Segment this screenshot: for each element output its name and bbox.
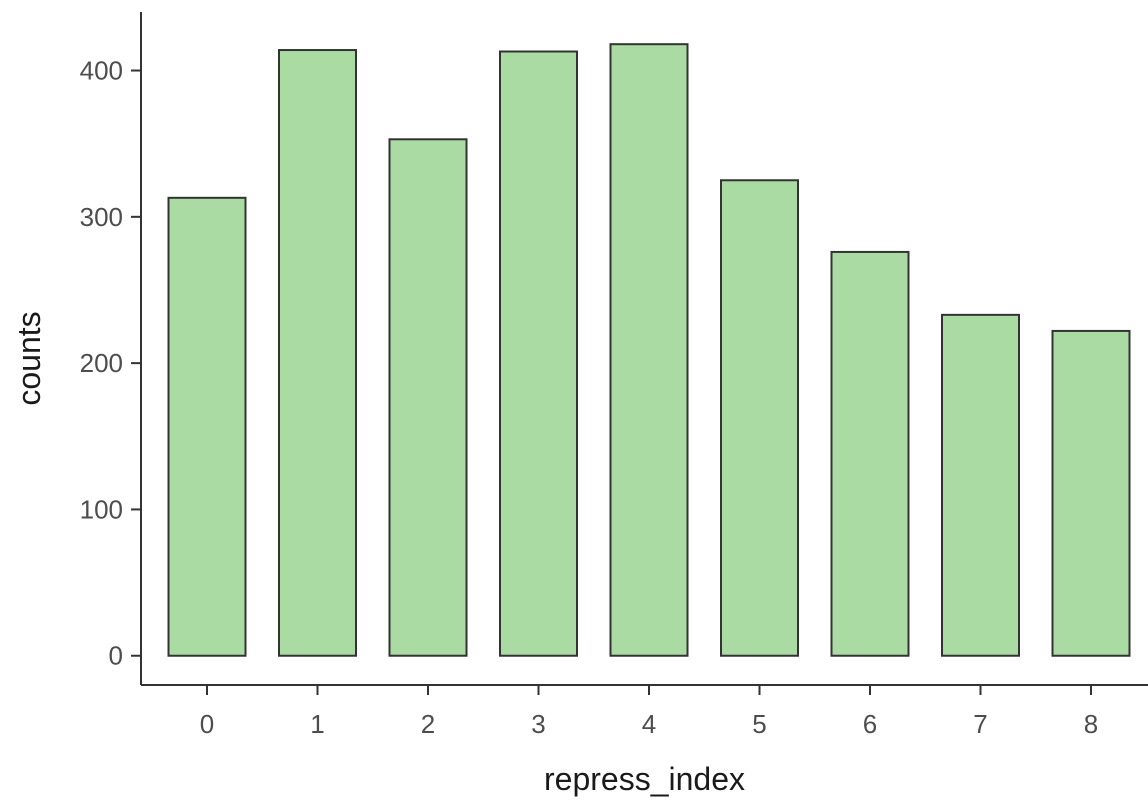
bar-5 (720, 179, 799, 657)
bar-3 (499, 50, 578, 657)
x-axis-title: repress_index (544, 761, 745, 797)
x-tick-label-3: 3 (531, 709, 545, 739)
bar-6 (830, 250, 910, 657)
y-ticks-layer: 0 100 200 300 400 (80, 56, 141, 671)
x-tick-label-1: 1 (310, 709, 324, 739)
y-tick-label-200: 200 (80, 348, 123, 378)
y-tick-label-400: 400 (80, 56, 123, 86)
y-axis-title: counts (11, 311, 47, 405)
x-tick-label-6: 6 (863, 709, 877, 739)
x-tick-label-8: 8 (1084, 709, 1098, 739)
x-tick-label-0: 0 (200, 709, 214, 739)
bar-2 (388, 138, 468, 657)
bar-0 (167, 196, 247, 657)
x-tick-label-5: 5 (752, 709, 766, 739)
bar-4 (609, 43, 689, 657)
y-tick-label-300: 300 (80, 202, 123, 232)
bar-7 (941, 313, 1020, 657)
bar-8 (1051, 329, 1131, 657)
bar-1 (278, 49, 357, 657)
y-tick-label-100: 100 (80, 494, 123, 524)
bars-layer (167, 43, 1131, 657)
x-ticks-layer: 0 1 2 3 4 5 6 7 8 (200, 685, 1098, 739)
x-tick-label-7: 7 (973, 709, 987, 739)
x-tick-label-2: 2 (421, 709, 435, 739)
x-tick-label-4: 4 (642, 709, 656, 739)
y-tick-label-0: 0 (109, 641, 123, 671)
